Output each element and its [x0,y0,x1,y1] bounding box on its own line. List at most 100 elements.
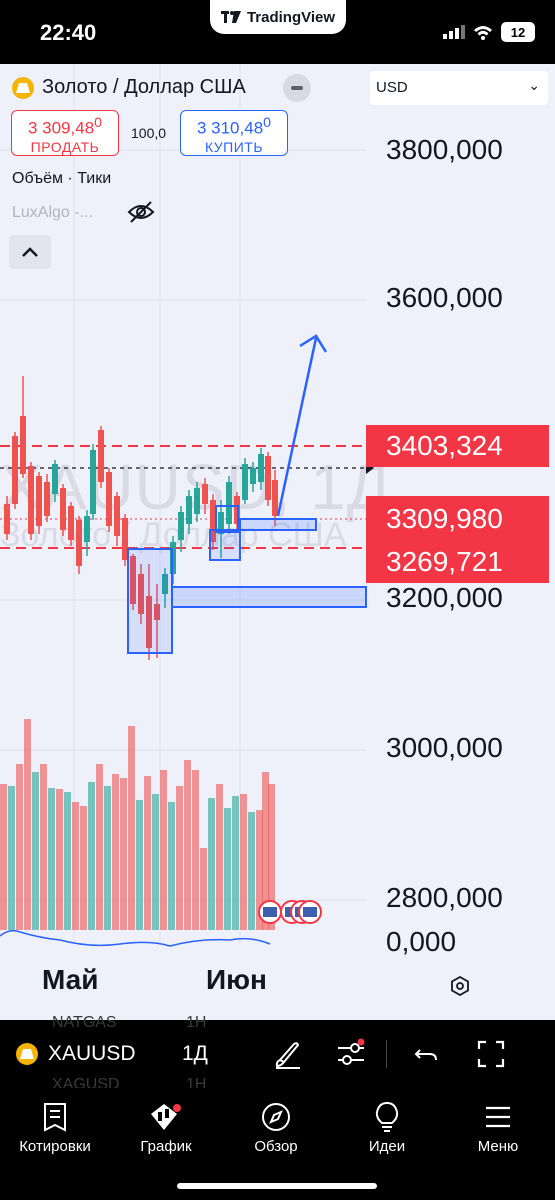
candle-body [4,504,10,534]
spread-value: 100,0 [131,125,167,141]
candle-body [186,496,192,524]
candle-body [138,574,144,614]
symbol-legend[interactable]: Золото / Доллар США [12,76,246,99]
candle-body [265,456,271,500]
nav-label: Обзор [254,1138,298,1155]
candle-body [12,436,18,504]
volume-bar [72,802,79,930]
candle-body [98,430,104,482]
indicators-collapse-button[interactable] [9,235,51,269]
volume-bar [88,782,95,930]
volume-bar [176,786,183,930]
nav-quotes[interactable]: Котировки [5,1100,105,1155]
volume-bar [16,764,23,930]
candle-body [272,480,278,516]
symbol-name: Золото / Доллар США [42,76,246,98]
drawing-brush-icon[interactable] [272,1038,302,1070]
nav-overview[interactable]: Обзор [226,1100,326,1155]
candle-body [68,506,74,540]
volume-bar [0,784,7,930]
volume-bar [192,770,199,930]
volume-bar [96,764,103,930]
volume-bar [80,806,87,930]
undo-icon[interactable] [412,1038,442,1070]
chevron-down-icon: ⌄ [528,77,540,93]
candle-body [210,500,216,542]
volume-bar [32,772,39,930]
chart-canvas[interactable] [0,64,555,1020]
luxalgo-indicator-label[interactable]: LuxAlgo -... [12,204,93,221]
quotes-list-icon [44,1103,66,1132]
chart-area[interactable]: XAUUSD, 1Д Золото / Доллар США Золото / … [0,64,555,1020]
volume-bar [200,848,207,930]
wifi-icon [474,25,492,40]
candle-body [114,496,120,536]
candle-body [36,476,42,526]
candle-body [52,464,58,494]
order-block-box [127,548,173,654]
nav-chart[interactable]: График [116,1100,216,1155]
interval-button[interactable]: 1Д [182,1042,208,1065]
volume-bar [240,794,247,930]
tradingview-logo-icon [220,11,241,23]
currency-value: USD [376,79,408,96]
volume-axis-label: 0,000 [386,926,457,957]
candle-body [178,512,184,540]
currency-select[interactable]: USD ⌄ [370,71,548,105]
buy-label: КУПИТЬ [204,138,264,155]
legend-collapse-button[interactable] [283,74,311,102]
candle-body [76,520,82,566]
candle-body [162,574,168,594]
time-axis-label: Июн [206,964,267,995]
candle-body [122,518,128,560]
volume-bar [24,719,31,930]
signal-icon [443,25,465,39]
candle-body [242,464,248,500]
status-time: 22:40 [40,20,97,45]
symbol-search-button[interactable]: XAUUSD [16,1042,136,1066]
volume-bar [208,798,215,930]
volume-bar [184,760,191,930]
minus-icon [291,86,303,90]
chart-settings-icon[interactable] [450,976,470,996]
fullscreen-icon[interactable] [476,1038,506,1070]
volume-bar [128,726,135,930]
toolbar-separator [386,1040,387,1068]
volume-bar [40,764,47,930]
candle-body [258,454,264,482]
volume-bar [216,784,223,930]
sell-price-sup: 0 [94,115,103,131]
price-axis-label: 2800,000 [386,882,503,913]
volume-bar [48,788,55,930]
volume-bar [64,792,71,930]
nav-menu[interactable]: Меню [448,1100,548,1155]
volume-bar [256,810,263,930]
volume-bar [248,812,255,930]
volume-indicator-label[interactable]: Объём · Тики [12,170,112,187]
nav-ideas[interactable]: Идеи [337,1100,437,1155]
sell-button[interactable]: 3 309,480 ПРОДАТЬ [11,110,119,156]
volume-bar [56,789,63,930]
time-axis-label: Май [42,964,99,995]
nav-label: График [140,1138,192,1155]
nav-label: Идеи [368,1138,406,1155]
volume-bar [268,784,275,930]
volume-bar [160,770,167,930]
candle-body [202,484,208,504]
order-block-zone [171,586,367,608]
candle-body [44,482,50,516]
lower-level-price-tag: 3269,721 [366,541,549,583]
eye-off-icon[interactable] [127,200,155,224]
status-bar: 22:40 TradingView 12 [0,0,555,64]
price-axis-label: 3800,000 [386,134,503,165]
buy-button[interactable]: 3 310,480 КУПИТЬ [180,110,288,156]
candle-body [90,450,96,514]
indicators-sliders-icon[interactable] [336,1038,366,1070]
tradingview-pill[interactable]: TradingView [210,0,346,34]
chart-toolbar: NATGAS 1H XAGUSD 1H XAUUSD 1Д [0,1014,555,1093]
candle-body [60,488,66,530]
price-axis-label: 3600,000 [386,282,503,313]
trend-arrow-line [276,337,318,517]
candle-body [130,556,136,604]
chevron-up-icon [22,247,38,257]
